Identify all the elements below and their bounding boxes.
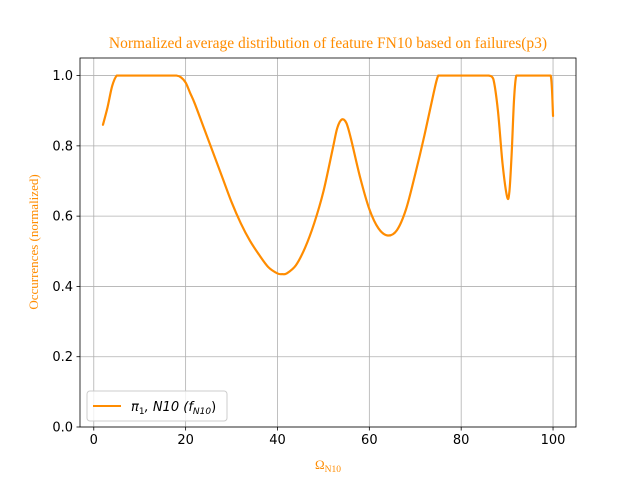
legend-label-pi: π [131, 400, 139, 415]
x-tick-label: 0 [90, 433, 98, 448]
x-axis-label: ΩN10 [315, 457, 341, 475]
y-tick-label: 0.4 [52, 280, 73, 295]
x-tick-label: 20 [177, 433, 194, 448]
series-line-0 [101, 74, 555, 276]
ticks: 0 20 40 60 80 100 0.0 0.2 0.4 0.6 0.8 1.0 [52, 69, 565, 448]
legend: π1, N10 (fN10) [86, 390, 228, 422]
y-tick-label: 0.6 [52, 210, 73, 225]
legend-label-middle: , N10 ( [145, 400, 190, 415]
legend-label-pi-subscript: 1 [139, 407, 145, 417]
legend-box [86, 390, 228, 422]
x-tick-label: 80 [453, 433, 470, 448]
x-axis-label-symbol: Ω [315, 457, 325, 472]
series-layer [101, 74, 555, 276]
y-tick-label: 0.0 [52, 421, 73, 436]
plot-frame [79, 57, 577, 428]
x-tick-label: 100 [541, 433, 566, 448]
chart-title: Normalized average distribution of featu… [109, 35, 547, 52]
y-tick-label: 1.0 [52, 69, 73, 84]
legend-label: π1, N10 (fN10) [131, 400, 216, 417]
grid [80, 58, 576, 428]
legend-label-f-subscript: N10 [193, 407, 211, 417]
y-tick-label: 0.2 [52, 350, 73, 365]
x-tick-label: 60 [361, 433, 378, 448]
legend-label-f: f [188, 400, 195, 415]
x-tick-label: 40 [269, 433, 286, 448]
y-tick-label: 0.8 [52, 139, 73, 154]
legend-label-close: ) [211, 400, 216, 415]
y-axis-label: Occurrences (normalized) [26, 174, 41, 309]
x-axis-label-subscript: N10 [325, 465, 342, 475]
